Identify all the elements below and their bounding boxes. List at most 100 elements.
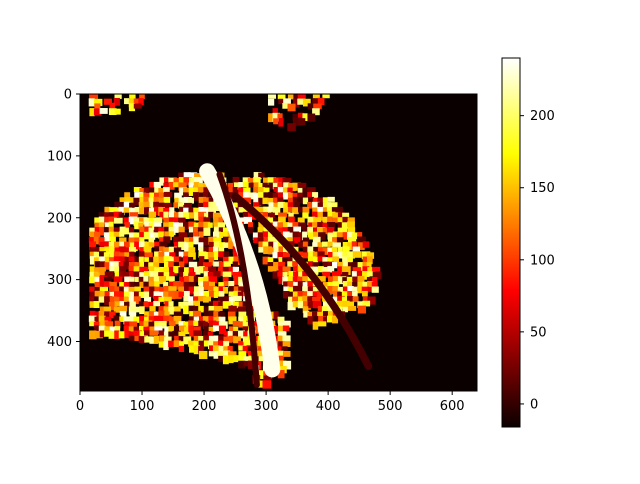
heat-cell xyxy=(144,311,152,319)
heat-cell xyxy=(317,202,326,210)
heat-cell xyxy=(159,246,165,256)
heat-cell xyxy=(113,251,121,257)
heat-cell xyxy=(203,281,211,290)
heat-cell xyxy=(277,316,285,324)
heat-cell xyxy=(94,98,103,107)
heat-cell xyxy=(257,237,265,245)
heat-cell xyxy=(313,231,322,240)
heat-cell xyxy=(168,316,175,325)
heat-cell xyxy=(158,192,167,200)
heat-cell xyxy=(252,232,261,241)
heat-cell xyxy=(178,237,184,246)
heat-cell xyxy=(327,247,335,254)
heat-cell xyxy=(283,286,290,294)
heat-cell xyxy=(114,94,122,99)
heat-cell xyxy=(114,301,121,307)
heat-cell xyxy=(134,281,140,288)
heat-cell xyxy=(303,301,311,310)
heat-cell xyxy=(139,188,146,195)
heat-cell xyxy=(129,301,136,308)
heat-cell xyxy=(159,241,168,248)
heat-cell xyxy=(257,227,263,234)
heat-cell xyxy=(292,296,300,305)
heat-cell xyxy=(228,281,235,288)
heat-cell xyxy=(278,118,284,127)
heat-cell xyxy=(322,94,330,99)
heat-cell xyxy=(302,113,308,122)
heat-cell xyxy=(332,231,340,239)
heat-cell xyxy=(213,350,220,359)
heat-cell xyxy=(203,276,211,283)
heat-cell xyxy=(188,305,196,312)
heat-cell xyxy=(323,311,330,318)
heat-cell xyxy=(89,94,99,102)
heat-cell xyxy=(93,108,102,116)
heat-cell xyxy=(371,281,378,289)
heat-cell xyxy=(213,251,221,261)
heat-cell xyxy=(168,231,175,237)
heat-cell xyxy=(293,266,301,272)
heat-cell xyxy=(119,301,128,308)
heat-cell xyxy=(342,256,349,264)
heat-cell xyxy=(208,257,215,266)
heat-cell xyxy=(208,326,216,332)
heat-cell xyxy=(277,252,287,260)
x-axis: 0 100 200 300 400 500 600 xyxy=(76,391,465,414)
heat-cell xyxy=(213,271,221,277)
heat-cell xyxy=(89,320,96,327)
heat-cell xyxy=(193,177,200,186)
heat-cell xyxy=(203,212,210,221)
heat-cell xyxy=(292,276,300,283)
heat-cell xyxy=(362,300,371,307)
heat-cell xyxy=(139,247,148,255)
heat-cell xyxy=(178,206,186,214)
heat-cell xyxy=(188,197,194,204)
heat-cell xyxy=(238,316,247,322)
heat-cell xyxy=(297,251,304,258)
heat-cell xyxy=(268,94,276,99)
heat-cell xyxy=(153,256,160,264)
heat-cell xyxy=(326,227,335,236)
heat-cell xyxy=(322,266,330,275)
heat-cell xyxy=(228,335,237,343)
heat-cell xyxy=(207,222,213,228)
heat-cell xyxy=(188,252,196,260)
heat-cell xyxy=(327,237,336,243)
heat-cell xyxy=(158,286,165,294)
heat-cell xyxy=(88,237,98,243)
heat-cell xyxy=(178,336,188,345)
heat-cell xyxy=(94,217,103,225)
heat-cell xyxy=(248,222,254,230)
heat-cell xyxy=(242,326,251,333)
heat-cell xyxy=(103,232,110,238)
heat-cell xyxy=(282,192,291,200)
heat-cell xyxy=(372,266,381,273)
heat-cell xyxy=(163,247,172,256)
heat-cell xyxy=(108,216,117,224)
heat-cell xyxy=(113,217,123,224)
heat-cell xyxy=(347,217,355,223)
heat-cell xyxy=(163,285,173,293)
heat-cell xyxy=(94,261,101,270)
heat-cell xyxy=(273,197,279,206)
heat-cell xyxy=(277,222,286,231)
heat-cell xyxy=(366,252,375,259)
heat-cell xyxy=(297,94,306,100)
heat-cell xyxy=(114,227,123,235)
heat-cell xyxy=(273,202,281,210)
heat-cell xyxy=(104,311,110,318)
heat-cell xyxy=(168,177,177,183)
heat-cell xyxy=(282,346,288,353)
heat-cell xyxy=(89,301,97,308)
heat-cell xyxy=(148,242,156,248)
heat-cell xyxy=(118,212,125,220)
heat-cell xyxy=(119,305,128,312)
heat-cell xyxy=(332,242,341,248)
heat-cell xyxy=(184,242,193,251)
heat-cell xyxy=(227,345,233,352)
heat-cell xyxy=(312,242,321,248)
heat-cell xyxy=(148,316,158,323)
heat-cell xyxy=(283,98,291,105)
heat-cell xyxy=(253,177,261,184)
heat-cell xyxy=(277,271,285,277)
